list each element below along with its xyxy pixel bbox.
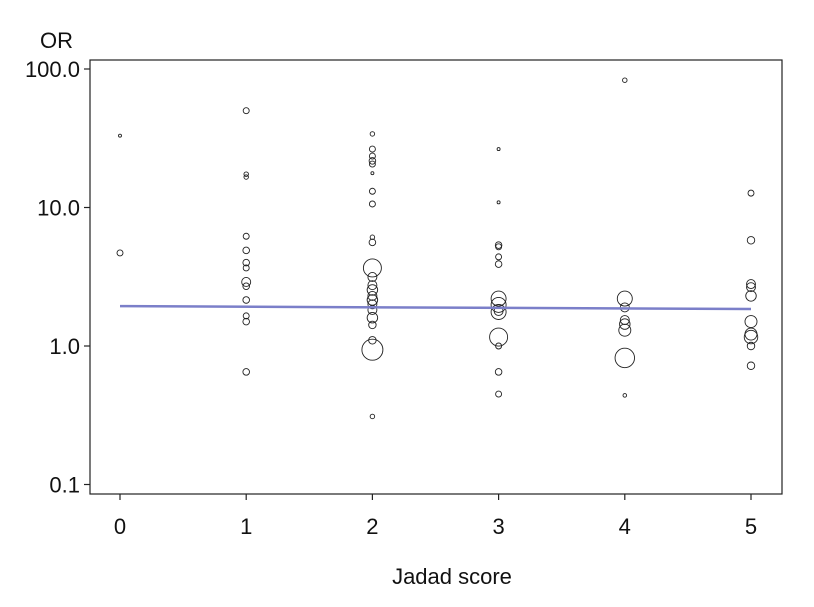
data-point (369, 413, 376, 420)
y-axis-label: OR (40, 28, 73, 53)
data-point (744, 327, 758, 341)
data-point (495, 243, 503, 251)
data-point (362, 258, 382, 278)
data-point (744, 315, 758, 329)
data-point (367, 290, 378, 301)
y-tick-label: 10.0 (37, 196, 80, 221)
x-tick-label: 1 (240, 514, 252, 539)
data-point (490, 304, 507, 320)
data-point (242, 246, 250, 255)
data-point (368, 320, 377, 330)
data-point (241, 277, 252, 287)
y-tick-label: 100.0 (25, 57, 80, 82)
data-point (489, 327, 509, 347)
data-point (367, 305, 378, 315)
x-axis-label: Jadad score (392, 564, 512, 589)
data-point (366, 312, 379, 324)
regression-line (119, 304, 752, 311)
x-tick-label: 5 (745, 514, 757, 539)
data-point (367, 272, 378, 282)
data-point (370, 171, 375, 176)
data-point (747, 189, 755, 197)
plot-frame (89, 59, 783, 495)
data-point (368, 160, 376, 168)
data-point (616, 290, 633, 307)
data-point (746, 282, 756, 293)
data-point (746, 361, 756, 370)
data-point (242, 296, 250, 304)
data-point (116, 249, 124, 257)
data-point (493, 306, 504, 316)
data-point (495, 342, 503, 350)
data-point (495, 253, 503, 261)
data-point (368, 200, 376, 208)
data-point (369, 131, 376, 137)
data-point (242, 264, 250, 272)
x-tick-label: 0 (114, 514, 126, 539)
data-point (494, 241, 503, 249)
data-point (368, 157, 377, 165)
data-point (622, 393, 628, 398)
data-point (242, 232, 250, 240)
data-point (743, 329, 759, 345)
x-tick-label: 3 (492, 514, 504, 539)
data-point (368, 187, 376, 195)
x-tick-label: 2 (366, 514, 378, 539)
y-tick-label: 1.0 (49, 334, 80, 359)
data-point (242, 317, 250, 326)
data-point (745, 290, 757, 302)
data-point (367, 280, 378, 291)
y-tick-label: 0.1 (49, 473, 80, 498)
data-point (368, 336, 377, 345)
data-point (746, 236, 756, 245)
data-point (494, 260, 503, 268)
data-point (496, 200, 501, 205)
data-point (368, 238, 377, 247)
data-point (366, 284, 379, 296)
data-point (746, 341, 756, 351)
data-point (243, 171, 249, 177)
x-tick-label: 4 (619, 514, 631, 539)
data-point (243, 174, 249, 180)
data-point (622, 77, 628, 83)
data-point (361, 338, 384, 361)
data-point (242, 368, 250, 376)
data-point (118, 133, 122, 138)
data-point (619, 318, 631, 330)
data-point (242, 282, 250, 291)
data-point (614, 347, 635, 369)
data-point (495, 390, 503, 398)
data-point (368, 145, 376, 153)
data-point (242, 258, 250, 267)
data-point (746, 279, 756, 290)
data-point (494, 368, 503, 376)
data-point (242, 107, 250, 115)
data-point (242, 312, 250, 320)
data-point (618, 323, 632, 337)
data-point (490, 296, 507, 313)
data-point (368, 152, 376, 160)
data-point (496, 147, 501, 152)
data-point (490, 290, 507, 307)
data-point (367, 299, 378, 310)
